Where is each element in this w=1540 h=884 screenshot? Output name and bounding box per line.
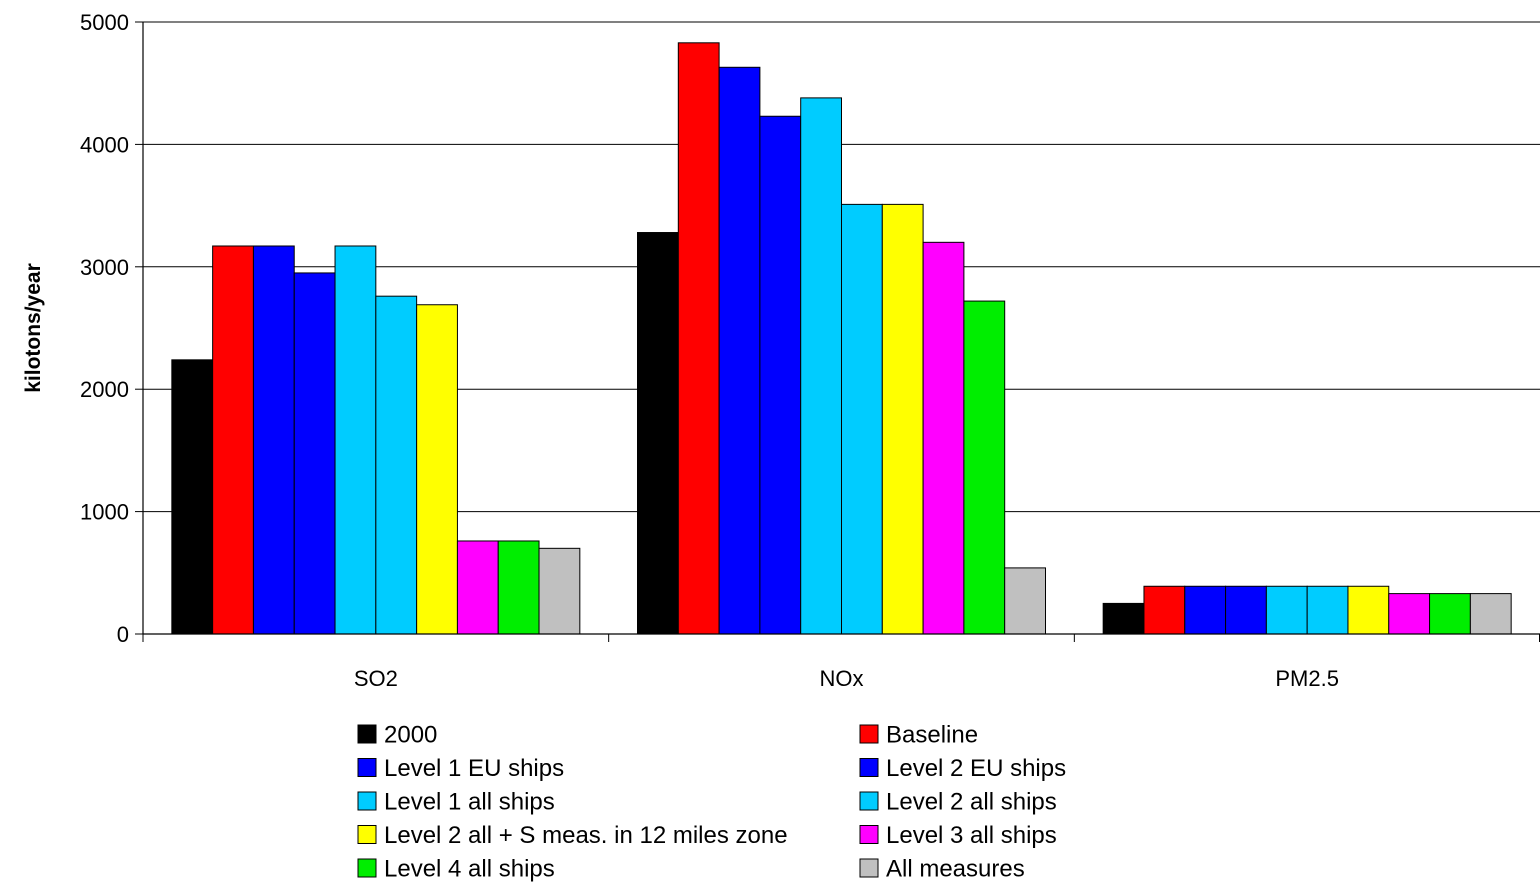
legend-label: All measures <box>886 856 1025 883</box>
legend-swatch <box>358 725 376 743</box>
bar-nox-1 <box>638 233 679 634</box>
y-tick-label: 1000 <box>80 500 129 525</box>
bars <box>172 43 1511 634</box>
legend-swatch <box>358 759 376 777</box>
bar-so2-10 <box>539 548 580 634</box>
bar-pm25-4 <box>1226 586 1267 634</box>
bar-pm25-9 <box>1430 594 1471 634</box>
legend-swatch <box>358 792 376 810</box>
bar-pm25-10 <box>1470 594 1511 634</box>
y-axis-label: kilotons/year <box>22 263 45 393</box>
bar-nox-3 <box>719 67 760 634</box>
bar-nox-10 <box>1005 568 1046 634</box>
legend-label: Level 2 all + S meas. in 12 miles zone <box>384 822 788 849</box>
bar-so2-3 <box>253 246 294 634</box>
y-tick-label: 0 <box>117 622 129 647</box>
legend-label: Baseline <box>886 722 978 749</box>
bar-nox-7 <box>882 204 923 634</box>
y-tick-label: 4000 <box>80 132 129 157</box>
legend-label: Level 1 all ships <box>384 789 555 816</box>
legend-swatch <box>860 759 878 777</box>
legend-swatch <box>860 826 878 844</box>
legend-swatch <box>860 792 878 810</box>
bar-so2-2 <box>213 246 254 634</box>
y-tick-label: 3000 <box>80 255 129 280</box>
legend-label: Level 2 all ships <box>886 789 1057 816</box>
bar-so2-6 <box>376 296 417 634</box>
bar-nox-6 <box>842 204 883 634</box>
bar-pm25-5 <box>1266 586 1307 634</box>
x-category-label: SO2 <box>354 666 398 691</box>
legend-swatch <box>860 725 878 743</box>
x-category-label: PM2.5 <box>1275 666 1339 691</box>
bar-pm25-1 <box>1103 603 1144 634</box>
legend-swatch <box>358 859 376 877</box>
bar-so2-4 <box>294 273 335 634</box>
y-tick-label: 2000 <box>80 377 129 402</box>
bar-nox-5 <box>801 98 842 634</box>
legend: 2000 Baseline Level 1 EU ships Level 2 EU s… <box>358 722 1066 883</box>
bar-nox-9 <box>964 301 1005 634</box>
legend-label: 2000 <box>384 722 437 749</box>
bar-pm25-3 <box>1185 586 1226 634</box>
bar-nox-4 <box>760 116 801 634</box>
bar-so2-5 <box>335 246 376 634</box>
legend-label: Level 2 EU ships <box>886 755 1066 782</box>
legend-swatch <box>358 826 376 844</box>
bar-pm25-6 <box>1307 586 1348 634</box>
bar-pm25-8 <box>1389 594 1430 634</box>
legend-swatch <box>860 859 878 877</box>
bar-so2-8 <box>457 541 498 634</box>
legend-label: Level 1 EU ships <box>384 755 564 782</box>
legend-label: Level 3 all ships <box>886 822 1057 849</box>
bar-pm25-2 <box>1144 586 1185 634</box>
bar-pm25-7 <box>1348 586 1389 634</box>
x-category-label: NOx <box>820 666 864 691</box>
bar-so2-7 <box>417 305 458 634</box>
bar-nox-8 <box>923 242 964 634</box>
bar-so2-1 <box>172 360 213 634</box>
bar-nox-2 <box>678 43 719 634</box>
legend-label: Level 4 all ships <box>384 856 555 883</box>
y-tick-label: 5000 <box>80 10 129 35</box>
bar-so2-9 <box>498 541 539 634</box>
